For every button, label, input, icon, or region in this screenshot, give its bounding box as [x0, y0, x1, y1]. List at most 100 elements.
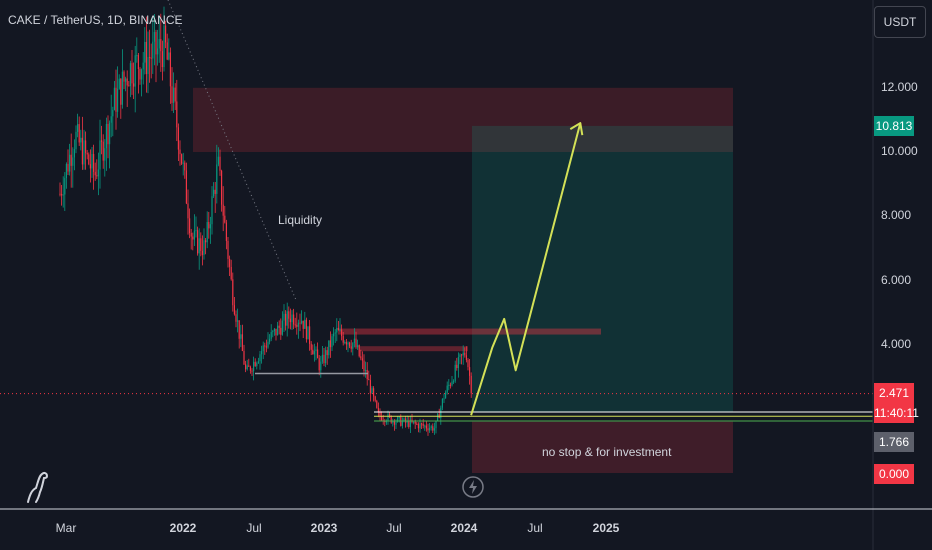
candle-body — [213, 189, 215, 197]
candle-body — [157, 48, 159, 55]
candle-body — [381, 416, 383, 421]
stop-zone-box — [472, 421, 733, 473]
candle-body — [73, 149, 75, 158]
candle-body — [139, 69, 141, 80]
candle-body — [65, 164, 67, 179]
candle-body — [59, 193, 61, 195]
candle-body — [230, 266, 232, 280]
candle-body — [62, 194, 64, 196]
candle-body — [427, 428, 429, 431]
x-tick-label: 2022 — [169, 521, 197, 535]
candle-body — [288, 311, 290, 319]
candle-body — [246, 365, 248, 370]
candle-body — [118, 78, 120, 89]
candle-body — [256, 363, 258, 367]
y-tick-label: 12.000 — [881, 80, 918, 94]
candle-body — [424, 425, 426, 427]
candle-body — [393, 420, 395, 425]
zones-layer — [193, 87, 733, 473]
candle-body — [189, 218, 191, 234]
resistance-band — [360, 346, 468, 352]
candle-body — [305, 319, 307, 340]
candle-body — [219, 156, 221, 171]
stop-note-annotation: no stop & for investment — [542, 445, 672, 459]
candle-body — [81, 137, 83, 165]
candle-body — [249, 366, 251, 371]
candle-body — [61, 194, 63, 196]
candle-body — [336, 327, 338, 333]
candle-body — [318, 358, 320, 371]
candle-body — [401, 421, 403, 426]
target-zone-box — [472, 125, 733, 413]
candle-body — [464, 352, 466, 356]
candle-body — [350, 346, 352, 349]
candle-body — [465, 355, 467, 360]
candle-body — [470, 375, 472, 394]
candle-body — [245, 364, 247, 370]
candles-layer — [59, 6, 472, 436]
candle-body — [109, 122, 111, 145]
candle-body — [326, 350, 328, 356]
candle-body — [229, 258, 231, 267]
candle-body — [112, 109, 114, 117]
currency-button[interactable]: USDT — [874, 6, 926, 38]
candle-body — [437, 414, 439, 421]
supply-zone-box — [193, 87, 733, 152]
candle-body — [214, 189, 216, 194]
symbol-title[interactable]: CAKE / TetherUS, 1D, BINANCE — [8, 13, 183, 27]
candle-body — [385, 421, 387, 423]
candle-body — [353, 338, 355, 343]
candle-body — [430, 426, 432, 428]
candle-body — [184, 162, 186, 171]
candle-body — [389, 414, 391, 417]
candle-body — [368, 379, 370, 381]
candle-body — [286, 311, 288, 326]
candle-body — [355, 338, 357, 348]
tradingview-logo-icon[interactable] — [24, 468, 54, 504]
candle-body — [217, 156, 219, 165]
candle-body — [129, 63, 131, 87]
candle-body — [446, 385, 448, 393]
candle-body — [123, 71, 125, 82]
x-tick-label: Jul — [527, 521, 543, 535]
candle-body — [161, 51, 163, 68]
candle-body — [289, 318, 291, 323]
candle-body — [201, 250, 203, 255]
candle-body — [299, 322, 301, 324]
candle-body — [198, 238, 200, 254]
candle-body — [67, 164, 69, 172]
resistance-band — [338, 328, 601, 335]
candle-body — [88, 154, 90, 165]
candle-body — [171, 86, 173, 103]
candle-body — [104, 148, 106, 161]
candle-body — [373, 388, 375, 397]
candle-body — [185, 170, 187, 204]
candle-body — [449, 384, 451, 386]
candle-body — [374, 396, 376, 401]
candle-body — [409, 419, 411, 427]
candle-body — [77, 124, 79, 132]
candle-body — [102, 141, 104, 161]
candle-body — [197, 230, 199, 254]
candle-body — [233, 305, 235, 315]
candle-body — [120, 78, 122, 105]
candle-body — [304, 319, 306, 329]
candle-body — [376, 400, 378, 408]
candle-body — [192, 236, 194, 240]
flash-icon[interactable] — [462, 476, 484, 498]
candle-body — [392, 420, 394, 423]
candle-body — [406, 420, 408, 423]
candle-body — [397, 417, 399, 422]
candle-body — [80, 137, 82, 143]
candle-body — [64, 178, 66, 195]
candle-body — [280, 327, 282, 335]
y-tick-label: 10.000 — [881, 144, 918, 158]
candle-body — [208, 222, 210, 229]
candle-body — [107, 123, 109, 145]
candle-body — [317, 349, 319, 359]
candle-body — [366, 369, 368, 380]
candle-body — [99, 140, 101, 170]
candle-body — [456, 364, 458, 369]
candle-body — [272, 331, 274, 333]
